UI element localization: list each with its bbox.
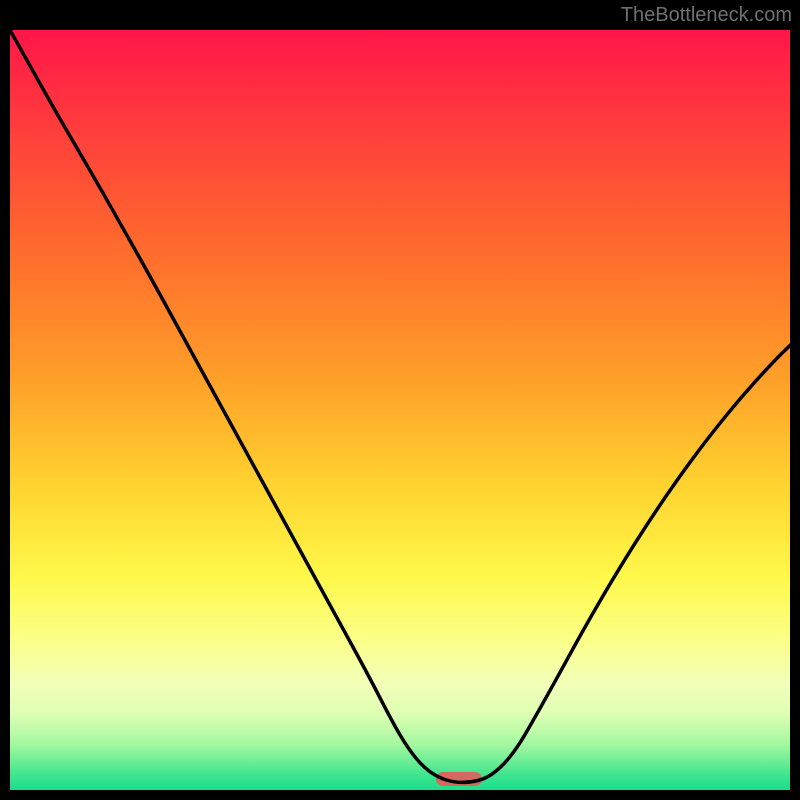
plot-area (10, 30, 790, 790)
attribution-label: TheBottleneck.com (621, 4, 792, 27)
plot-background-gradient (10, 30, 790, 790)
minimum-marker (436, 772, 482, 786)
